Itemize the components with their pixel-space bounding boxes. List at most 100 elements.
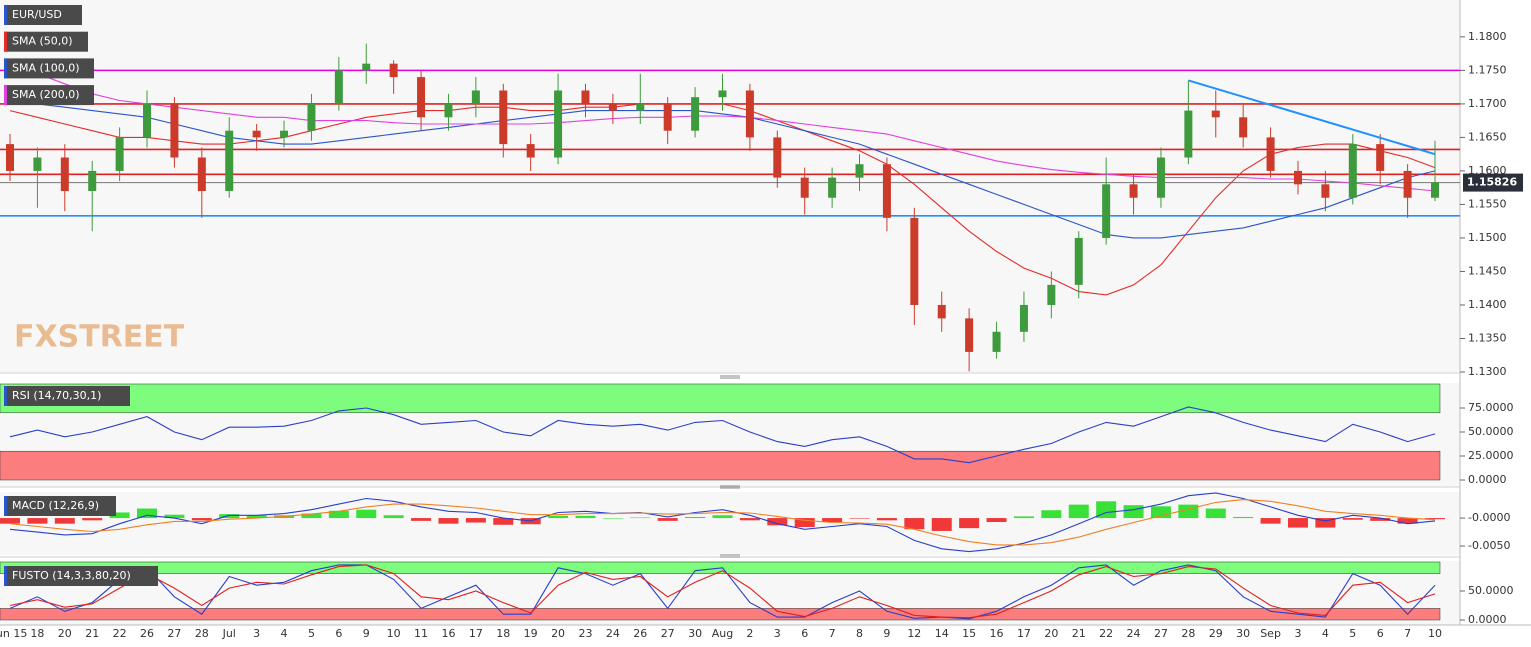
candle-body: [745, 90, 754, 138]
candle-body: [88, 170, 97, 192]
indicator-line: [9, 406, 1436, 464]
panel-title: FUSTO (14,3,3,80,20): [12, 569, 131, 582]
x-tick-label: 20: [1044, 627, 1058, 640]
candle-body: [280, 130, 289, 138]
x-tick-label: 27: [1154, 627, 1168, 640]
y-tick-label: 1.1750: [1468, 63, 1507, 76]
candle-body: [389, 63, 398, 78]
watermark: FXSTREET: [14, 320, 185, 355]
candle-body: [1184, 110, 1193, 158]
histogram-bar: [931, 518, 952, 531]
candle-body: [882, 164, 891, 218]
y-tick-label: -0.0050: [1468, 539, 1510, 552]
candle-body: [608, 103, 617, 111]
histogram-bar: [246, 515, 267, 519]
histogram-bar: [164, 514, 185, 519]
candle-body: [910, 217, 919, 305]
y-tick-label: 1.1300: [1468, 365, 1507, 378]
legend-swatch: [4, 31, 7, 52]
histogram-bar: [465, 518, 486, 523]
y-tick-label: 1.1350: [1468, 331, 1507, 344]
histogram-bar: [657, 518, 678, 521]
histogram-bar: [301, 513, 322, 519]
indicator-line: [10, 103, 1436, 239]
panel-title-accent: [4, 496, 7, 516]
x-tick-label: 9: [363, 627, 370, 640]
histogram-bar: [383, 515, 404, 519]
candle-body: [526, 144, 535, 158]
trend-line: [1188, 79, 1436, 156]
histogram-bar: [1287, 518, 1308, 528]
indicator-line: [9, 63, 1436, 192]
x-tick-label: 22: [1099, 627, 1113, 640]
y-tick-label: 0.0000: [1468, 473, 1507, 486]
candle-body: [1431, 182, 1439, 198]
candle-body: [170, 103, 179, 158]
candle-body: [1156, 157, 1165, 198]
x-tick-label: 20: [551, 627, 565, 640]
candle-body: [773, 137, 782, 178]
x-tick-label: 21: [85, 627, 99, 640]
x-tick-label: 10: [1428, 627, 1442, 640]
x-tick-label: 28: [195, 627, 209, 640]
legend-swatch: [4, 85, 7, 106]
macd-panel: [0, 492, 1460, 555]
y-tick-label: 1.1400: [1468, 298, 1507, 311]
candle-body: [252, 130, 261, 138]
y-tick-label: 1.1550: [1468, 197, 1507, 210]
panel-title: EUR/USD: [12, 8, 62, 21]
main-panel: [0, 0, 1460, 372]
y-tick-label: 0.0000: [1468, 613, 1507, 626]
panel-title-accent: [4, 566, 7, 586]
candle-body: [937, 304, 946, 319]
x-tick-label: 22: [113, 627, 127, 640]
x-tick-label: 26: [140, 627, 154, 640]
histogram-bar: [986, 518, 1007, 522]
histogram-bar: [849, 518, 870, 519]
x-tick-label: 6: [801, 627, 808, 640]
panel-title: RSI (14,70,30,1): [12, 389, 101, 402]
histogram-bar: [575, 515, 596, 519]
candle-body: [499, 90, 508, 145]
histogram-bar: [1233, 516, 1254, 519]
x-tick-label: 21: [1072, 627, 1086, 640]
candle-body: [800, 177, 809, 198]
indicator-line: [9, 564, 1436, 620]
x-tick-label: 24: [606, 627, 620, 640]
y-tick-label: 1.1800: [1468, 30, 1507, 43]
candle-body: [1047, 284, 1056, 305]
candle-body: [828, 177, 837, 198]
histogram-bar: [137, 508, 158, 519]
candle-body: [1074, 237, 1083, 285]
histogram-bar: [1205, 508, 1226, 519]
legend-label: SMA (200,0): [12, 88, 80, 101]
histogram-bar: [1150, 506, 1171, 519]
x-tick-label: 14: [935, 627, 949, 640]
x-tick-label: 15: [962, 627, 976, 640]
histogram-bar: [1013, 516, 1034, 519]
candle-body: [1266, 137, 1275, 171]
x-tick-label: 20: [58, 627, 72, 640]
candle-body: [1102, 184, 1111, 238]
histogram-bar: [1123, 505, 1144, 519]
oversold-band: [0, 608, 1441, 621]
y-tick-label: 75.0000: [1468, 401, 1514, 414]
indicator-line: [9, 564, 1436, 619]
histogram-bar: [739, 518, 760, 521]
histogram-bar: [54, 518, 75, 524]
histogram-bar: [438, 518, 459, 524]
histogram-bar: [191, 518, 212, 521]
candle-body: [417, 77, 426, 118]
candle-body: [143, 103, 152, 138]
x-tick-label: 24: [1127, 627, 1141, 640]
x-tick-label: 16: [990, 627, 1004, 640]
x-tick-label: 7: [1404, 627, 1411, 640]
histogram-bar: [1041, 510, 1062, 519]
x-tick-label: 4: [1322, 627, 1329, 640]
panel-title-accent: [4, 386, 7, 406]
x-tick-label: Aug: [712, 627, 733, 640]
histogram-bar: [109, 512, 130, 519]
candle-body: [115, 137, 124, 171]
candle-body: [444, 103, 453, 118]
histogram-bar: [548, 515, 569, 519]
